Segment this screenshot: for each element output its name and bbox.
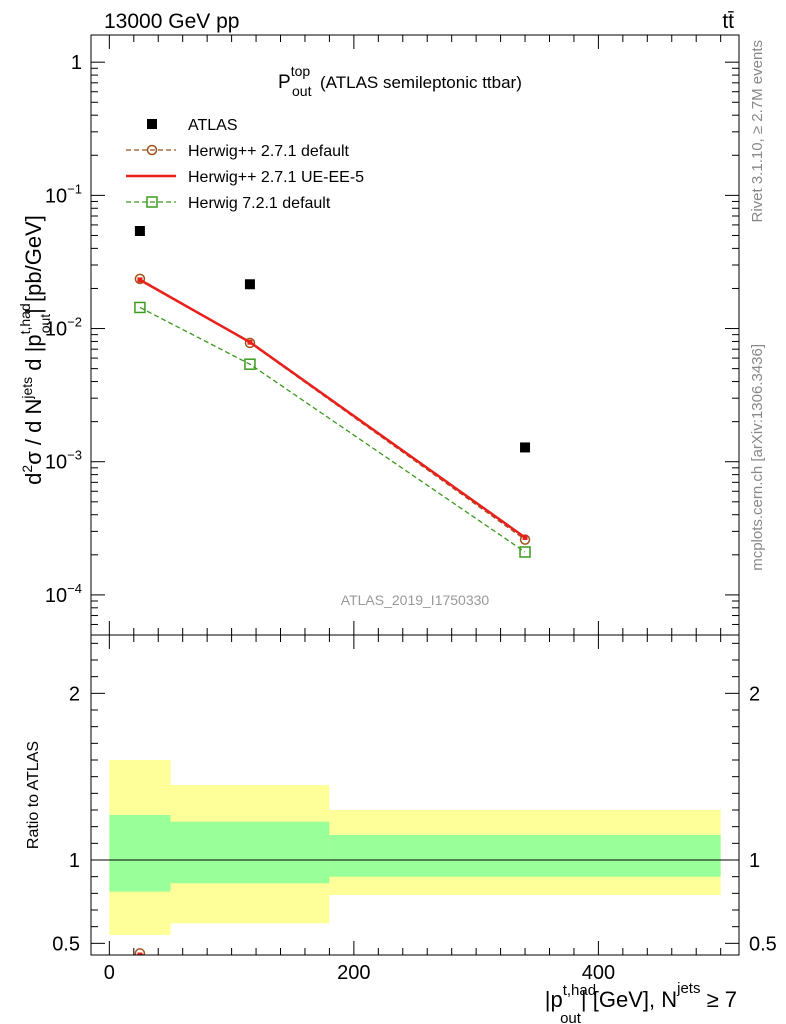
main-panel: 1 10−1 10−2 10−3 10−4 Ptop out (ATLAS semilept… bbox=[17, 34, 740, 636]
ratio-line-herwig-2-7-1-default bbox=[139, 952, 146, 955]
point-herwig-7-2-1-default bbox=[519, 546, 531, 558]
ratio-y-tick-label-right: 2 bbox=[749, 683, 760, 705]
series-line-herwig-2-7-1-default bbox=[139, 278, 526, 541]
ratio-frame bbox=[90, 634, 740, 956]
ratio-y-tick-label: 1 bbox=[69, 850, 80, 872]
legend-label-atlas: ATLAS bbox=[188, 117, 238, 134]
point-atlas bbox=[134, 226, 145, 237]
ratio-point-herwig-2-7-1-ue-ee-5 bbox=[137, 952, 143, 955]
title-superscript: top bbox=[291, 63, 311, 79]
legend-marker-herwig-7-2-1-default bbox=[146, 196, 158, 208]
ratio-y-tick-label-right: 1 bbox=[749, 850, 760, 872]
energy-label: 13000 GeV pp bbox=[104, 10, 239, 33]
legend-label-herwig-2-7-1-ue-ee-5: Herwig++ 2.7.1 UE-EE-5 bbox=[188, 169, 364, 186]
title-rest: (ATLAS semileptonic ttbar) bbox=[320, 73, 522, 92]
point-herwig-7-2-1-default bbox=[134, 301, 146, 314]
x-tick-label: 200 bbox=[337, 962, 370, 984]
ratio-point-herwig-2-7-1-default bbox=[245, 998, 254, 1007]
main-y-tick-label: 10−2 bbox=[45, 315, 82, 341]
point-herwig-2-7-1-default bbox=[134, 273, 146, 285]
point-atlas bbox=[244, 279, 255, 290]
main-y-tick-label: 10−1 bbox=[45, 181, 82, 207]
ratio-band-inner bbox=[109, 815, 171, 892]
series-line-herwig-7-2-1-default bbox=[139, 306, 526, 553]
main-y-tick-label: 10−4 bbox=[45, 581, 82, 607]
ratio-band-inner bbox=[329, 835, 721, 877]
point-atlas bbox=[520, 442, 531, 453]
process-label: tt̄ bbox=[722, 10, 734, 33]
main-ylabel: d2σ / d Njets d |pt,had out| [pb/GeV] bbox=[17, 215, 53, 485]
legend-label-herwig-7-2-1-default: Herwig 7.2.1 default bbox=[188, 195, 331, 212]
ratio-panel: 0.5 0.5 1 1 2 2 0 200 400 Ratio to ATLAS |pt,had… bbox=[25, 634, 777, 1024]
ratio-line-herwig-2-7-1-ue-ee-5 bbox=[139, 953, 144, 955]
main-y-tick-label: 10−3 bbox=[45, 448, 82, 474]
point-herwig-2-7-1-ue-ee-5 bbox=[137, 277, 143, 283]
point-herwig-2-7-1-ue-ee-5 bbox=[247, 339, 253, 345]
mcplots-label: mcplots.cern.ch [arXiv:1306.3436] bbox=[749, 344, 766, 571]
title-symbol: P bbox=[278, 72, 291, 93]
ratio-ylabel: Ratio to ATLAS bbox=[25, 741, 42, 849]
ratio-point-herwig-2-7-1-ue-ee-5 bbox=[247, 1000, 252, 1005]
ratio-series-group bbox=[134, 948, 254, 1007]
x-tick-label: 0 bbox=[104, 962, 115, 984]
main-title: Ptop out (ATLAS semileptonic ttbar) bbox=[278, 63, 522, 99]
ratio-xlabel: |pt,had out| [GeV], Njets ≥ 7 bbox=[545, 980, 737, 1024]
ratio-y-tick-label-right: 0.5 bbox=[749, 933, 777, 955]
legend: ATLAS Herwig++ 2.7.1 default Herwig++ 2.7.… bbox=[126, 117, 364, 212]
ratio-y-tick-label: 0.5 bbox=[52, 933, 80, 955]
legend-marker-atlas bbox=[147, 119, 157, 129]
main-y-tick-label: 1 bbox=[71, 52, 82, 74]
legend-label-herwig-2-7-1-default: Herwig++ 2.7.1 default bbox=[188, 143, 350, 160]
ratio-point-herwig-2-7-1-default bbox=[134, 948, 146, 955]
rivet-label: Rivet 3.1.10, ≥ 2.7M events bbox=[749, 40, 766, 223]
analysis-watermark: ATLAS_2019_I1750330 bbox=[341, 592, 490, 608]
point-herwig-2-7-1-ue-ee-5 bbox=[522, 534, 528, 540]
legend-marker-herwig-2-7-1-default bbox=[146, 144, 158, 156]
ratio-y-tick-label: 2 bbox=[69, 683, 80, 705]
x-tick-label: 400 bbox=[582, 962, 615, 984]
point-herwig-7-2-1-default bbox=[244, 358, 256, 370]
point-herwig-2-7-1-default bbox=[244, 337, 256, 349]
title-subscript: out bbox=[292, 83, 312, 99]
ratio-band-inner bbox=[170, 821, 330, 884]
